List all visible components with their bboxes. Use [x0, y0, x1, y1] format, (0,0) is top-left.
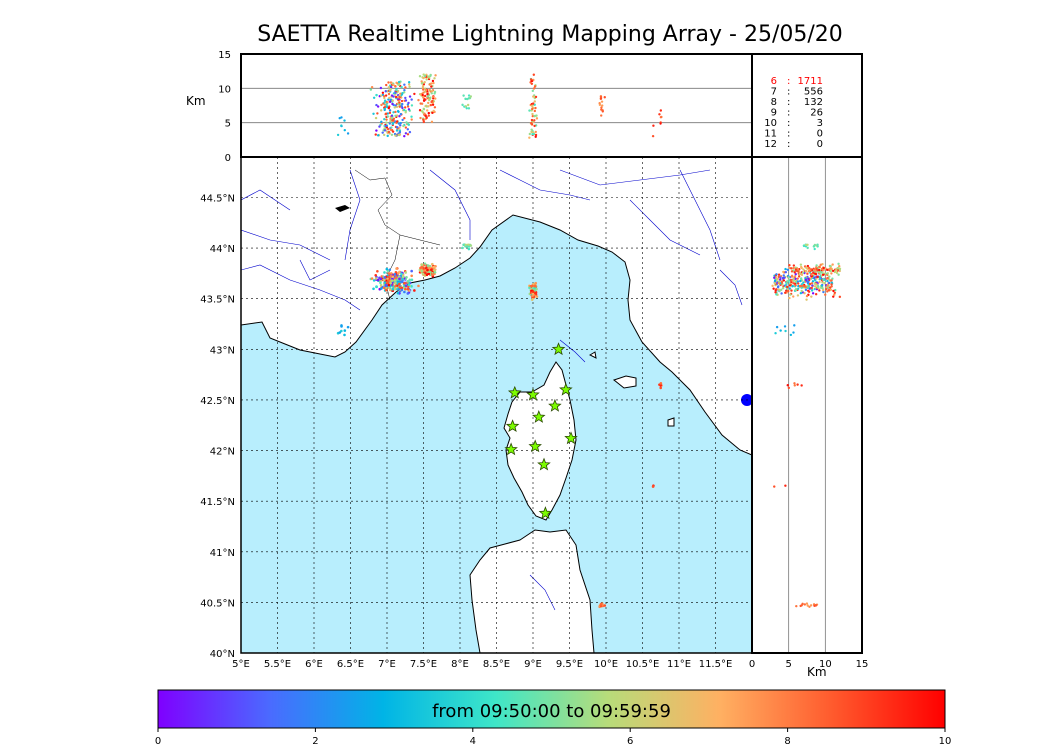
side-tick-label: 10: [819, 659, 832, 670]
station-star-icon: [559, 382, 573, 396]
lon-tick-label: 9°E: [524, 659, 542, 670]
station-count-value: 26: [810, 108, 823, 119]
station-count-value: 132: [804, 97, 823, 108]
station-star-icon: [505, 419, 520, 432]
station-count-label: 6: [771, 76, 777, 87]
side-tick-label: 0: [749, 659, 755, 670]
lat-tick-label: 44°N: [210, 244, 235, 255]
alt-tick-label: 5: [225, 119, 231, 130]
station-count-value: 1711: [798, 76, 823, 87]
altitude-panel: 0 5 10 15 Km: [186, 50, 753, 164]
lat-tick-label: 41°N: [210, 548, 235, 559]
colorbar-tick-label: 8: [784, 736, 790, 747]
station-star-icon: [538, 506, 553, 520]
side-xlabel: Km: [807, 665, 827, 679]
altitude-ticks: 0 5 10 15: [218, 50, 231, 164]
lat-tick-label: 40°N: [210, 649, 235, 660]
svg-text::: :: [787, 87, 790, 98]
side-panel: 0 5 10 15 Km: [749, 156, 869, 679]
station-count-value: 0: [817, 139, 823, 150]
station-count-label: 9: [771, 108, 777, 119]
colorbar-tick-label: 6: [627, 736, 633, 747]
svg-text::: :: [787, 129, 790, 140]
lon-tick-label: 10°E: [594, 659, 618, 670]
lat-tick-label: 41.5°N: [200, 497, 235, 508]
sardinia-island: [469, 529, 595, 653]
lat-tick-label: 40.5°N: [200, 598, 235, 609]
station-count-value: 0: [817, 129, 823, 140]
colorbar-tick-label: 0: [155, 736, 161, 747]
station-star-icon: [528, 439, 542, 453]
lat-tick-label: 42.5°N: [200, 396, 235, 407]
lon-tick-label: 8°E: [451, 659, 469, 670]
lon-tick-label: 7°E: [378, 659, 396, 670]
svg-text::: :: [787, 108, 790, 119]
side-ticks: 0 5 10 15: [749, 659, 869, 670]
svg-text::: :: [787, 118, 790, 129]
station-star-icon: [507, 385, 522, 399]
lon-tick-label: 8.5°E: [483, 659, 510, 670]
side-tick-label: 5: [785, 659, 791, 670]
colorbar-tick-label: 4: [470, 736, 476, 747]
lon-tick-label: 7.5°E: [410, 659, 437, 670]
longitude-ticks: 5°E 5.5°E 6°E 6.5°E 7°E 7.5°E 8°E 8.5°E 9°E 9.5°E…: [232, 659, 732, 670]
colorbar-tick-label: 2: [312, 736, 318, 747]
colorbar: 0 2 4 6 8 10: [155, 689, 952, 747]
lat-tick-label: 42°N: [210, 447, 235, 458]
station-star-icon: [548, 398, 562, 412]
alt-tick-label: 15: [218, 50, 231, 61]
lon-tick-label: 10.5°E: [626, 659, 660, 670]
station-count-value: 3: [817, 118, 823, 129]
lon-tick-label: 6°E: [305, 659, 323, 670]
station-star-icon: [537, 457, 551, 471]
colorbar-ticks: 0 2 4 6 8 10: [155, 728, 952, 747]
colorbar-caption: from 09:50:00 to 09:59:59: [432, 701, 671, 722]
station-count-value: 556: [804, 87, 823, 98]
lat-tick-label: 43°N: [210, 345, 235, 356]
altitude-ylabel: Km: [186, 94, 206, 108]
lat-tick-label: 43.5°N: [200, 295, 235, 306]
station-markers: [504, 342, 578, 520]
station-count-label: 8: [771, 97, 777, 108]
rivers: [241, 169, 743, 611]
alt-tick-label: 10: [218, 84, 231, 95]
lon-tick-label: 5.5°E: [264, 659, 291, 670]
station-star-icon: [551, 342, 566, 356]
alt-tick-label: 0: [225, 153, 231, 164]
svg-text::: :: [787, 76, 790, 87]
lon-tick-label: 11.5°E: [699, 659, 733, 670]
map-panel: 5°E 5.5°E 6°E 6.5°E 7°E 7.5°E 8°E 8.5°E 9°E 9.5°E…: [200, 156, 753, 670]
lon-tick-label: 6.5°E: [337, 659, 364, 670]
side-tick-label: 15: [856, 659, 869, 670]
station-star-icon: [526, 387, 540, 401]
station-star-icon: [504, 442, 518, 456]
chart-title: SAETTA Realtime Lightning Mapping Array …: [257, 22, 843, 47]
station-star-icon: [532, 410, 546, 423]
corsica-island: [503, 361, 577, 521]
station-star-icon: [564, 431, 578, 445]
colorbar-tick-label: 10: [939, 736, 952, 747]
lat-tick-label: 44.5°N: [200, 193, 235, 204]
station-count-label: 7: [771, 87, 777, 98]
lon-tick-label: 11°E: [667, 659, 691, 670]
lon-tick-label: 5°E: [232, 659, 250, 670]
lon-tick-label: 9.5°E: [556, 659, 583, 670]
station-count-label: 11: [764, 129, 777, 140]
svg-text::: :: [787, 139, 790, 150]
station-count-label: 12: [764, 139, 777, 150]
svg-text::: :: [787, 97, 790, 108]
station-count-label: 10: [764, 118, 777, 129]
latitude-ticks: 40°N 40.5°N 41°N 41.5°N 42°N 42.5°N 43°N 43.5°N…: [200, 193, 235, 660]
